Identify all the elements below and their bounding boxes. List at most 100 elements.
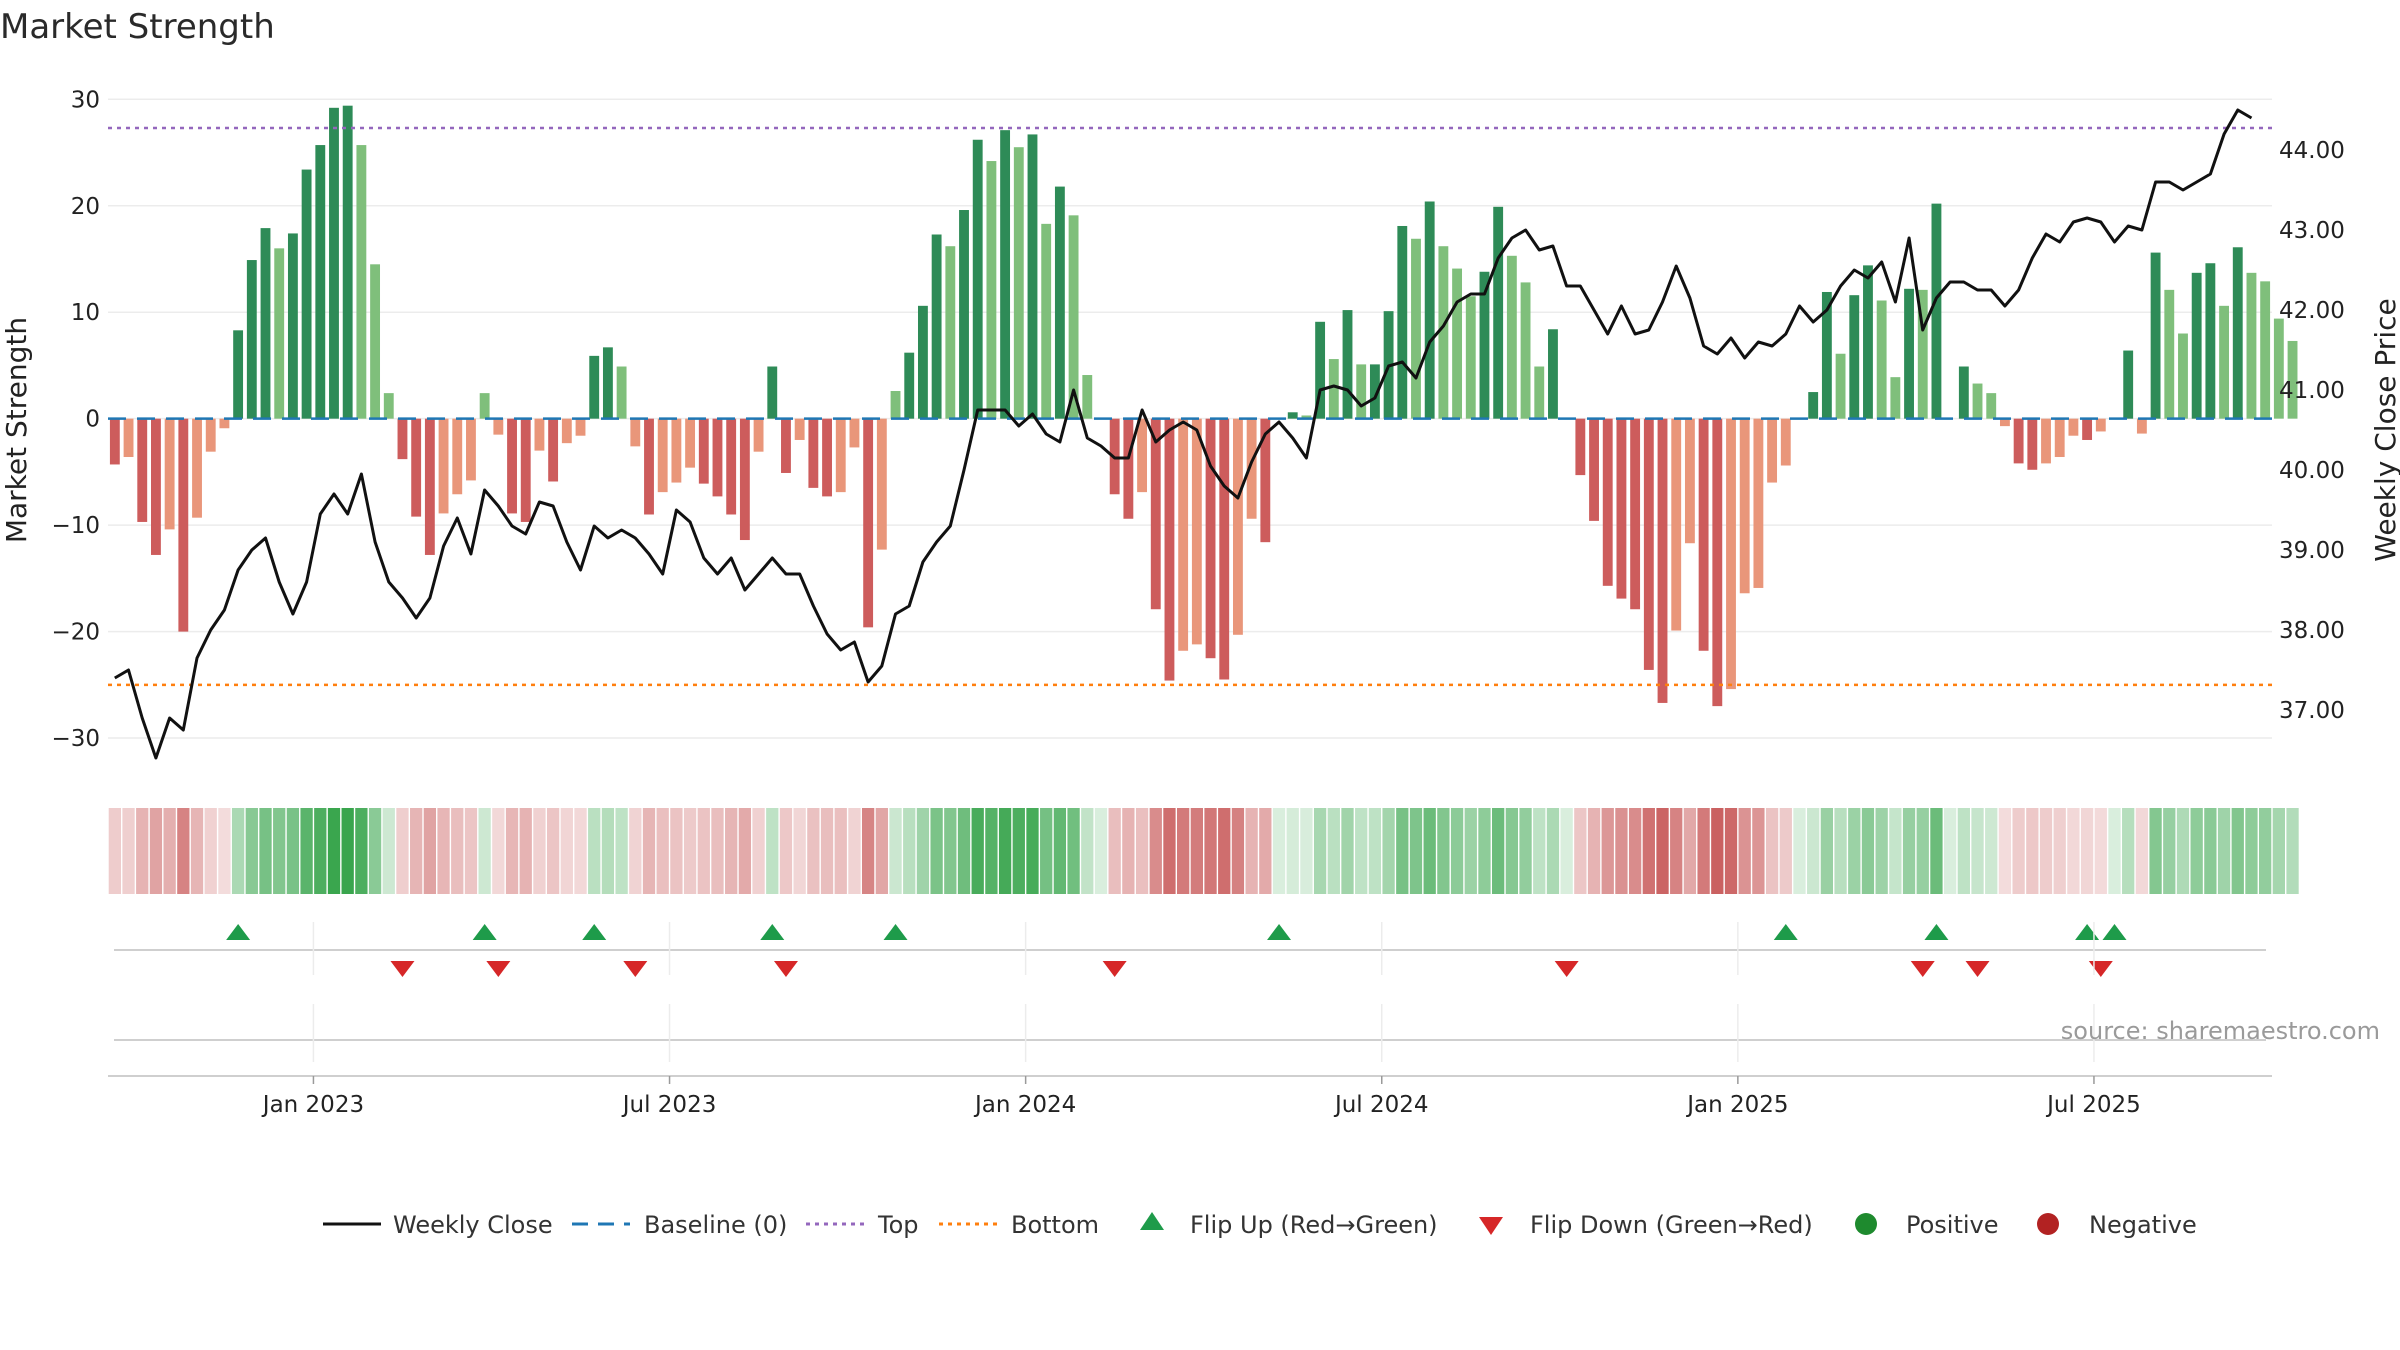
- heat-cell: [1889, 808, 1902, 894]
- strength-bar: [370, 264, 381, 419]
- x-tick-label: Jul 2024: [1333, 1092, 1429, 1118]
- heat-cell: [368, 808, 382, 894]
- strength-bar: [315, 145, 326, 419]
- heat-cell: [1807, 808, 1820, 894]
- y2-tick-label: 44.00: [2279, 138, 2345, 164]
- strength-bar: [1397, 225, 1408, 419]
- strength-bar: [1657, 418, 1668, 703]
- strength-bar: [274, 248, 285, 419]
- strength-bar: [671, 418, 682, 483]
- legend-negative-swatch: [2037, 1213, 2059, 1235]
- strength-bar: [863, 418, 874, 628]
- strength-bar: [1000, 130, 1011, 419]
- heat-cell: [1587, 808, 1601, 894]
- source-label: source: sharemaestro.com: [2061, 1017, 2380, 1045]
- heat-cell: [588, 808, 601, 894]
- strength-bar: [2095, 418, 2106, 432]
- heat-cell: [1122, 808, 1135, 894]
- heat-cell: [2122, 808, 2135, 894]
- legend-top: Top: [877, 1211, 919, 1239]
- flip-down-marker: [773, 961, 798, 977]
- heat-cell: [615, 808, 628, 894]
- strength-bar: [1602, 418, 1613, 586]
- y-tick-label: 30: [71, 87, 100, 113]
- heat-cell: [1204, 808, 1217, 894]
- heat-cell: [410, 808, 423, 894]
- heat-cell: [807, 808, 820, 894]
- strength-bar: [1753, 418, 1764, 588]
- strength-bar: [1767, 418, 1778, 483]
- heat-cell: [725, 808, 738, 894]
- heat-cell: [1642, 808, 1655, 894]
- heat-cell: [1943, 808, 1957, 894]
- heat-cell: [1478, 808, 1491, 894]
- flip-markers: [226, 924, 2127, 977]
- strength-bar: [1849, 295, 1860, 419]
- heat-cell: [711, 808, 724, 894]
- heat-cell: [1355, 808, 1368, 894]
- heat-cell: [1724, 808, 1738, 894]
- strength-bar: [2273, 318, 2284, 419]
- strength-bar: [507, 418, 517, 514]
- strength-bar: [1041, 223, 1052, 419]
- heat-cell: [300, 808, 313, 894]
- strength-bar: [1123, 418, 1134, 519]
- strength-bars: [109, 105, 2298, 707]
- legend-positive: Positive: [1906, 1211, 1999, 1239]
- strength-bar: [2164, 289, 2175, 419]
- strength-bar: [123, 418, 134, 458]
- chart-title: Market Strength: [0, 7, 275, 47]
- heat-cell: [574, 808, 587, 894]
- heat-cell: [1533, 808, 1546, 894]
- y-tick-label: 10: [71, 300, 100, 326]
- heat-cell: [2135, 808, 2149, 894]
- strength-bar: [1452, 268, 1463, 419]
- strength-bar: [712, 418, 723, 497]
- heat-cell: [1820, 808, 1834, 894]
- heat-cell: [1848, 808, 1861, 894]
- strength-bar: [109, 418, 120, 465]
- strength-bar: [397, 418, 408, 460]
- strength-bar: [548, 418, 559, 482]
- strength-bar: [1068, 215, 1079, 419]
- y-tick-label: 20: [71, 194, 100, 220]
- strength-bar: [342, 105, 353, 419]
- heat-cell: [944, 808, 957, 894]
- heat-cell: [1108, 808, 1121, 894]
- strength-bar: [151, 418, 161, 555]
- heat-cell: [1615, 808, 1628, 894]
- strength-bar: [616, 366, 627, 419]
- strength-bar: [1972, 383, 1983, 419]
- heat-cell: [136, 808, 149, 894]
- heat-cell: [697, 808, 710, 894]
- x-axis: Jan 2023 Jul 2023 Jan 2024 Jul 2024 Jan 2025…: [261, 922, 2141, 1118]
- heat-cell: [1985, 808, 1998, 894]
- strength-bar: [301, 169, 312, 419]
- strength-bar: [931, 234, 942, 419]
- heat-cell: [1396, 808, 1409, 894]
- heat-cell: [601, 808, 615, 894]
- heat-cell: [1286, 808, 1299, 894]
- heat-cell: [1368, 808, 1382, 894]
- heat-cell: [1245, 808, 1258, 894]
- heat-cell: [2108, 808, 2121, 894]
- strength-bar: [1082, 375, 1093, 419]
- heat-cell: [163, 808, 176, 894]
- strength-bar: [1315, 321, 1326, 419]
- strength-bar: [493, 418, 504, 435]
- strength-bar: [2246, 272, 2257, 419]
- heat-cell: [971, 808, 984, 894]
- strength-bar: [2027, 418, 2038, 470]
- heat-cell: [2259, 808, 2272, 894]
- heat-cell: [1546, 808, 1560, 894]
- strength-bar: [2191, 272, 2202, 419]
- y-axis-left: −30 −20 −10 0 10 20 30: [51, 87, 100, 752]
- y2-tick-label: 42.00: [2279, 298, 2345, 324]
- heat-cell: [957, 808, 971, 894]
- heat-cell: [670, 808, 683, 894]
- heat-cell: [1875, 808, 1888, 894]
- heat-cell: [1026, 808, 1039, 894]
- heat-cell: [2163, 808, 2176, 894]
- strength-bar: [835, 418, 846, 493]
- strength-bar: [1917, 289, 1928, 419]
